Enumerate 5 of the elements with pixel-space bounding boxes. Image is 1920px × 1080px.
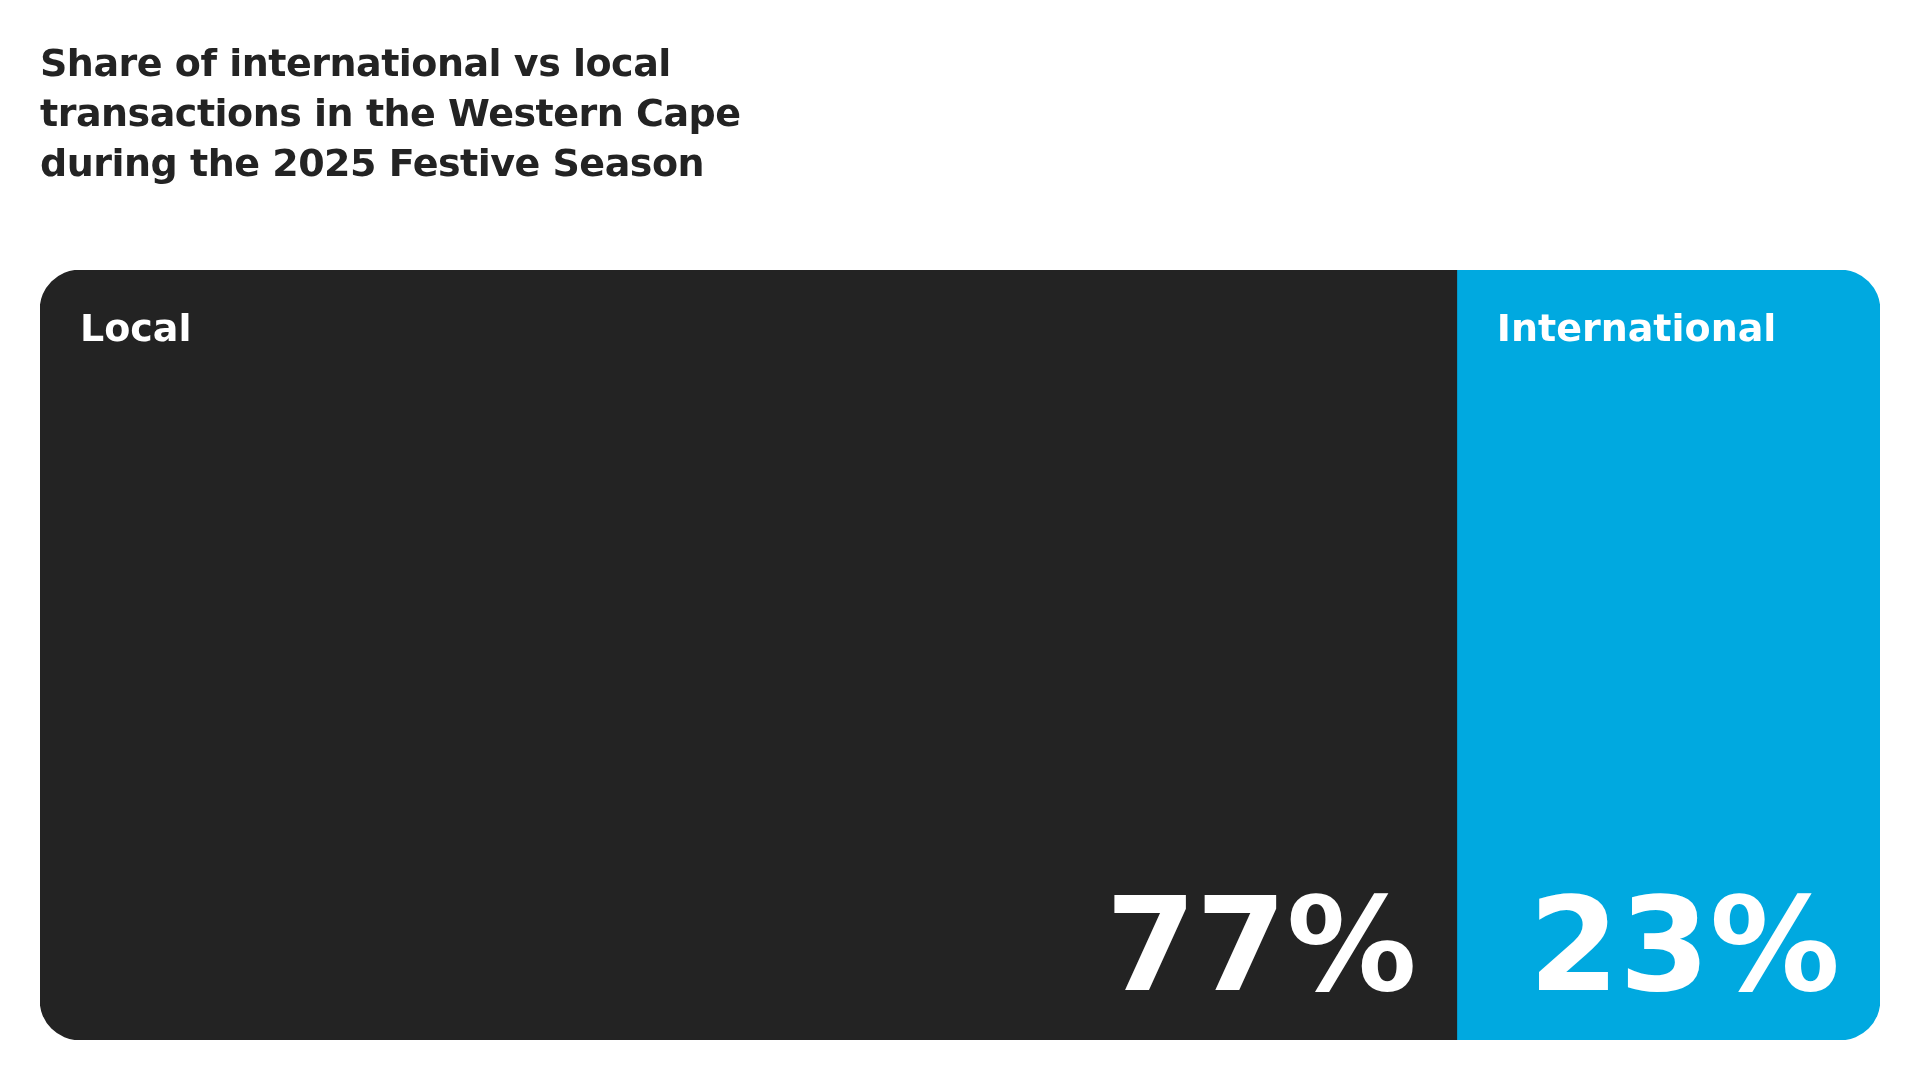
data-label: 23% bbox=[1528, 869, 1840, 1021]
data-label: 77% bbox=[1105, 869, 1417, 1021]
series-label: International bbox=[1496, 305, 1777, 350]
series-label: Local bbox=[80, 305, 192, 350]
chart-title: Share of international vs local transactions in the Western Cape during the 2025 Festive Season bbox=[40, 40, 742, 187]
